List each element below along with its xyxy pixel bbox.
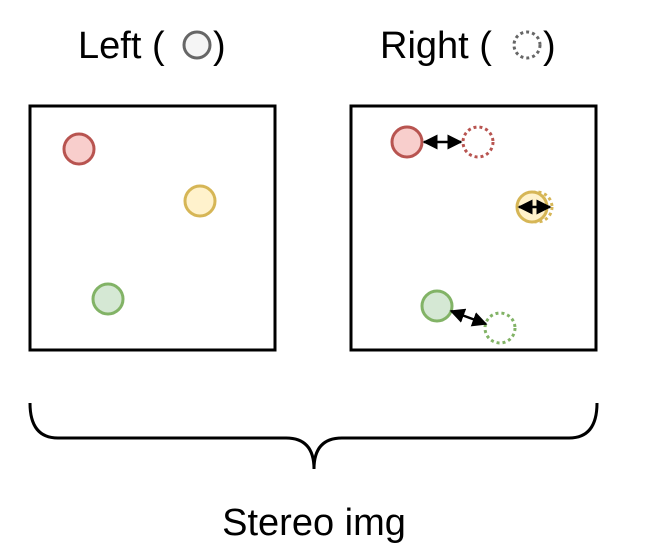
right-green-point	[420, 289, 454, 323]
right-title: Right ( )	[380, 25, 556, 67]
left-green-point	[91, 282, 125, 316]
left-red-point	[62, 132, 96, 166]
left-title-prefix: Left (	[78, 25, 165, 67]
left-title-suffix: )	[213, 25, 226, 67]
solid-circle-icon	[182, 30, 212, 60]
grouping-brace	[28, 402, 599, 470]
right-yellow-shifted-point	[520, 190, 554, 224]
right-green-shifted-point	[483, 311, 517, 345]
green-disparity-arrow	[449, 308, 488, 327]
right-title-prefix: Right (	[380, 25, 492, 67]
right-red-shifted-point	[461, 125, 495, 159]
left-title: Left ( )	[78, 25, 226, 67]
right-image-frame	[349, 104, 598, 352]
left-yellow-point	[183, 184, 217, 218]
right-red-point	[390, 125, 424, 159]
dotted-circle-icon	[512, 30, 542, 60]
stereo-caption: Stereo img	[222, 502, 406, 544]
right-title-suffix: )	[543, 25, 556, 67]
